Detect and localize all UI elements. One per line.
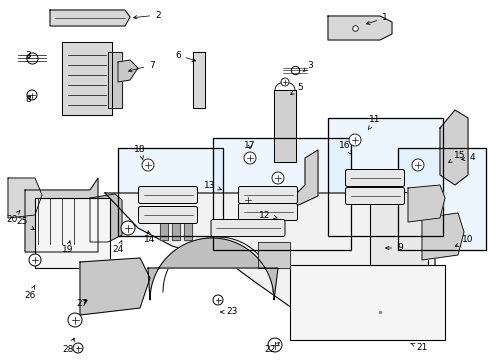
Circle shape — [271, 172, 284, 184]
Polygon shape — [90, 194, 122, 242]
Polygon shape — [148, 238, 278, 300]
Polygon shape — [8, 178, 42, 218]
FancyBboxPatch shape — [210, 220, 285, 237]
Polygon shape — [258, 242, 289, 268]
Text: 17: 17 — [244, 140, 255, 149]
Polygon shape — [105, 193, 434, 340]
Bar — [289, 265, 444, 340]
Circle shape — [267, 338, 282, 352]
Text: 3: 3 — [25, 50, 31, 59]
Polygon shape — [327, 16, 391, 40]
Circle shape — [242, 194, 253, 206]
Text: 26: 26 — [24, 285, 36, 300]
Bar — [213, 138, 350, 250]
Polygon shape — [407, 185, 444, 222]
Circle shape — [244, 152, 256, 164]
Text: 15: 15 — [448, 150, 465, 163]
FancyBboxPatch shape — [238, 186, 297, 203]
Text: 20: 20 — [6, 211, 20, 225]
Text: 9: 9 — [385, 243, 402, 252]
Bar — [327, 118, 442, 236]
Circle shape — [27, 90, 37, 100]
Text: 2: 2 — [133, 10, 161, 19]
Polygon shape — [80, 258, 150, 315]
Circle shape — [68, 313, 82, 327]
Text: 5: 5 — [290, 84, 302, 95]
Text: 6: 6 — [175, 50, 195, 61]
Text: 11: 11 — [367, 116, 380, 130]
Polygon shape — [421, 213, 463, 260]
Polygon shape — [183, 208, 192, 240]
Text: 28: 28 — [62, 338, 74, 355]
Bar — [397, 148, 485, 250]
Polygon shape — [118, 60, 138, 82]
Polygon shape — [193, 52, 204, 108]
Bar — [327, 118, 442, 236]
Polygon shape — [108, 52, 122, 108]
Text: 21: 21 — [410, 343, 427, 352]
FancyBboxPatch shape — [138, 186, 197, 203]
Text: 24: 24 — [112, 240, 123, 255]
Text: 8: 8 — [25, 95, 31, 104]
Polygon shape — [273, 90, 295, 162]
Circle shape — [348, 134, 360, 146]
Polygon shape — [160, 208, 168, 240]
Text: 25: 25 — [16, 217, 34, 230]
FancyBboxPatch shape — [345, 188, 404, 204]
FancyBboxPatch shape — [345, 170, 404, 186]
Bar — [369, 192, 427, 307]
Text: 12: 12 — [259, 211, 277, 220]
Circle shape — [73, 343, 83, 353]
Polygon shape — [50, 10, 130, 26]
Bar — [118, 148, 223, 236]
Text: 27: 27 — [76, 300, 87, 309]
Text: 10: 10 — [454, 235, 473, 246]
Circle shape — [121, 221, 135, 235]
Polygon shape — [62, 42, 112, 115]
Polygon shape — [439, 110, 467, 185]
Circle shape — [213, 295, 223, 305]
Text: 1: 1 — [366, 13, 387, 24]
Bar — [397, 148, 485, 250]
Text: 18: 18 — [134, 145, 145, 160]
Polygon shape — [267, 150, 317, 213]
Polygon shape — [172, 208, 180, 240]
Text: 3: 3 — [303, 60, 312, 71]
Circle shape — [29, 254, 41, 266]
Bar — [118, 148, 223, 236]
Bar — [213, 138, 350, 250]
Text: 14: 14 — [144, 231, 155, 244]
Bar — [35, 198, 110, 268]
Text: 7: 7 — [128, 60, 155, 72]
Circle shape — [142, 159, 154, 171]
FancyBboxPatch shape — [238, 203, 297, 220]
Text: 16: 16 — [339, 140, 351, 155]
Text: 4: 4 — [461, 153, 474, 162]
Text: 13: 13 — [204, 180, 221, 190]
Circle shape — [281, 78, 288, 86]
FancyBboxPatch shape — [138, 207, 197, 224]
Circle shape — [411, 159, 423, 171]
Text: 22: 22 — [264, 342, 279, 355]
Text: 19: 19 — [62, 241, 74, 255]
Polygon shape — [25, 178, 98, 252]
Text: 23: 23 — [220, 307, 237, 316]
